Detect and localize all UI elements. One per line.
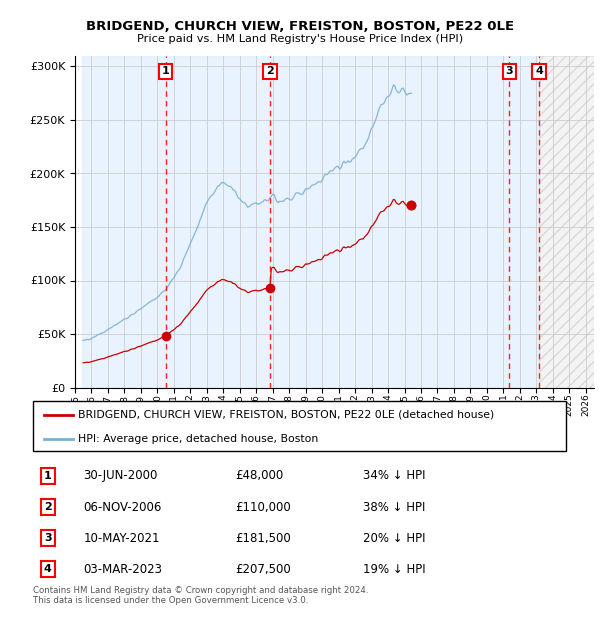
Text: Contains HM Land Registry data © Crown copyright and database right 2024.
This d: Contains HM Land Registry data © Crown c… bbox=[33, 586, 368, 605]
Text: 1: 1 bbox=[162, 66, 169, 76]
Bar bbox=[270, 56, 509, 388]
Text: 20% ↓ HPI: 20% ↓ HPI bbox=[364, 532, 426, 545]
Bar bbox=[539, 56, 594, 388]
Text: BRIDGEND, CHURCH VIEW, FREISTON, BOSTON, PE22 0LE (detached house): BRIDGEND, CHURCH VIEW, FREISTON, BOSTON,… bbox=[78, 410, 494, 420]
Text: 4: 4 bbox=[535, 66, 543, 76]
Text: 2: 2 bbox=[44, 502, 52, 512]
Text: 38% ↓ HPI: 38% ↓ HPI bbox=[364, 500, 426, 513]
Bar bbox=[509, 56, 539, 388]
Text: 4: 4 bbox=[44, 564, 52, 574]
Text: £110,000: £110,000 bbox=[235, 500, 291, 513]
Text: 34% ↓ HPI: 34% ↓ HPI bbox=[364, 469, 426, 482]
Text: 3: 3 bbox=[44, 533, 52, 543]
Text: £207,500: £207,500 bbox=[235, 563, 291, 576]
Text: 06-NOV-2006: 06-NOV-2006 bbox=[83, 500, 162, 513]
FancyBboxPatch shape bbox=[33, 401, 566, 451]
Text: 19% ↓ HPI: 19% ↓ HPI bbox=[364, 563, 426, 576]
Text: 1: 1 bbox=[44, 471, 52, 481]
Text: 30-JUN-2000: 30-JUN-2000 bbox=[83, 469, 158, 482]
Text: £181,500: £181,500 bbox=[235, 532, 291, 545]
Text: 10-MAY-2021: 10-MAY-2021 bbox=[83, 532, 160, 545]
Text: BRIDGEND, CHURCH VIEW, FREISTON, BOSTON, PE22 0LE: BRIDGEND, CHURCH VIEW, FREISTON, BOSTON,… bbox=[86, 20, 514, 32]
Text: HPI: Average price, detached house, Boston: HPI: Average price, detached house, Bost… bbox=[78, 433, 319, 444]
Text: £48,000: £48,000 bbox=[235, 469, 284, 482]
Text: 3: 3 bbox=[505, 66, 513, 76]
Text: Price paid vs. HM Land Registry's House Price Index (HPI): Price paid vs. HM Land Registry's House … bbox=[137, 34, 463, 44]
Bar bbox=[166, 56, 270, 388]
Bar bbox=[82, 56, 166, 388]
Text: 03-MAR-2023: 03-MAR-2023 bbox=[83, 563, 163, 576]
Text: 2: 2 bbox=[266, 66, 274, 76]
